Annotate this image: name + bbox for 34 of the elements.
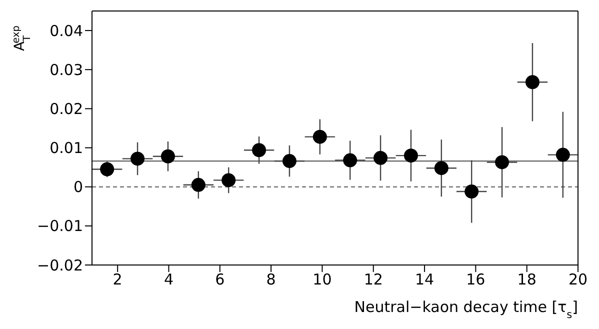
y-tick-label: 0.02 <box>50 100 83 118</box>
point <box>434 161 448 176</box>
x-tick-label: 2 <box>112 270 122 289</box>
point <box>252 143 266 158</box>
y-tick-label: −0.01 <box>37 217 83 236</box>
y-tick-label: 0.04 <box>50 22 83 40</box>
point <box>556 148 570 162</box>
point <box>495 155 510 170</box>
x-tick-label: 6 <box>215 270 225 289</box>
point <box>374 150 388 165</box>
x-tick-label: 4 <box>164 270 174 289</box>
y-tick-label: 0.01 <box>50 139 83 158</box>
y-tick-label: −0.02 <box>37 256 83 274</box>
x-tick-label: 18 <box>517 270 536 289</box>
x-tick-label: 12 <box>364 270 383 289</box>
x-tick-label: 14 <box>414 270 434 289</box>
point <box>222 173 236 188</box>
x-tick-label: 10 <box>312 270 332 289</box>
point <box>343 153 358 168</box>
point <box>191 178 206 192</box>
point <box>525 75 540 90</box>
point <box>282 154 296 168</box>
point <box>130 152 145 166</box>
point <box>160 149 175 164</box>
x-tick-label: 20 <box>568 270 588 289</box>
x-tick-label: 16 <box>466 270 486 289</box>
y-tick-label: 0.03 <box>50 60 83 79</box>
point <box>312 130 327 144</box>
x-axis-title: Neutral−kaon decay time [τ$_{s}$] <box>354 298 578 321</box>
y-tick-label: 0 <box>73 178 83 196</box>
point <box>404 148 418 163</box>
point <box>464 184 479 199</box>
point <box>100 162 114 176</box>
x-tick-label: 8 <box>266 270 276 289</box>
